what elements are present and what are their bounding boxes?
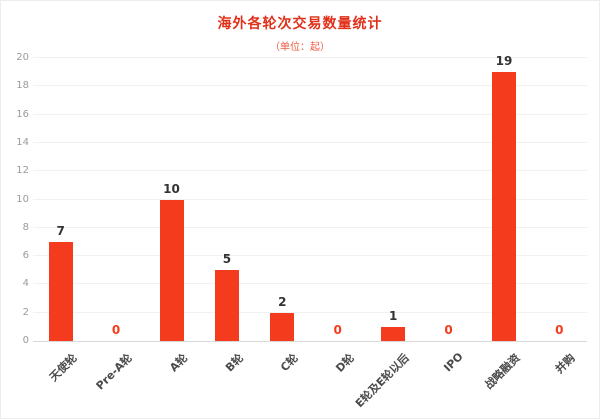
chart-subtitle: （单位：起） (270, 42, 330, 53)
x-axis-label: A轮 (167, 351, 191, 375)
chart-title: 海外各轮次交易数量统计 (217, 16, 383, 32)
x-axis-label: C轮 (278, 351, 301, 375)
gridline (33, 311, 587, 313)
bar-group: 7 天使轮 (33, 58, 88, 384)
y-axis-tick-label: 8 (22, 221, 29, 233)
bar-group: 10 A轮 (144, 58, 199, 374)
y-axis-tick-label: 12 (16, 165, 29, 177)
x-axis-label: Pre-A轮 (93, 351, 135, 393)
bar-value-label: 1 (388, 308, 398, 323)
y-axis-tick-label: 18 (16, 80, 29, 92)
bar-group: 0 并购 (532, 58, 587, 376)
y-axis-tick-label: 14 (16, 136, 29, 148)
x-axis-label: 天使轮 (46, 351, 80, 384)
bar-group: 0 IPO (421, 58, 476, 374)
y-axis-tick-label: 2 (22, 306, 29, 318)
gridline (33, 170, 587, 172)
gridline (33, 57, 587, 58)
bar-value-label: 0 (111, 323, 121, 337)
y-axis-tick-label: 20 (16, 52, 29, 63)
y-axis-tick-label: 4 (22, 278, 29, 290)
gridline (33, 113, 587, 115)
bar-value-label: 0 (555, 323, 564, 337)
gridline (33, 226, 587, 228)
bar (270, 312, 295, 341)
bar-group: 0 Pre-A轮 (88, 58, 143, 392)
bar (381, 326, 406, 341)
bar (214, 270, 239, 341)
x-axis-label: B轮 (222, 351, 246, 375)
bar-value-label: 10 (163, 181, 180, 196)
bar (491, 72, 516, 341)
bar-group: 5 B轮 (199, 58, 254, 374)
bar-group: 1 E轮及E轮以后 (353, 58, 420, 410)
bar (48, 241, 73, 341)
x-axis-label: D轮 (332, 351, 357, 375)
bar-value-label: 0 (333, 323, 342, 337)
bar-value-label: 0 (444, 323, 453, 337)
bar-group: 19 战略融资 (476, 54, 531, 392)
plot-area: 7 天使轮 0 Pre-A轮 10 A轮 5 B轮 2 C轮 0 D轮 1 E轮及E轮以后 0 IPO 19 战略… (16, 53, 587, 410)
x-axis-label: 并购 (553, 351, 578, 377)
y-axis-tick-label: 6 (22, 250, 29, 262)
x-axis-label: 战略融资 (482, 351, 523, 392)
bar-value-label: 7 (56, 223, 65, 238)
gridline (33, 255, 587, 257)
gridline (33, 141, 587, 143)
bar-group: 0 D轮 (310, 58, 365, 375)
bar-value-label: 2 (278, 294, 287, 309)
gridline (33, 198, 587, 200)
y-axis-tick-label: 10 (16, 193, 29, 205)
bar-value-label: 19 (495, 54, 513, 69)
gridline (33, 283, 587, 285)
bar-value-label: 5 (222, 252, 232, 267)
bar-group: 2 C轮 (255, 58, 310, 374)
y-axis-tick-label: 0 (22, 335, 29, 346)
bars-container: 7 天使轮 0 Pre-A轮 10 A轮 5 B轮 2 C轮 0 D轮 1 E轮及E轮以后 0 IPO 19 战略… (33, 54, 587, 410)
y-axis-tick-label: 16 (16, 108, 29, 120)
x-axis-label: IPO (441, 350, 466, 375)
bar (159, 199, 184, 341)
gridline (33, 85, 587, 87)
x-axis-label: E轮及E轮以后 (353, 351, 412, 411)
